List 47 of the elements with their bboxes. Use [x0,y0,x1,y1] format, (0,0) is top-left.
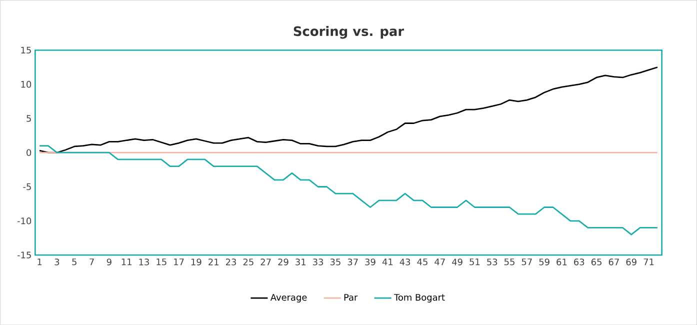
y-tick-label: 5 [26,115,31,122]
x-tick-label: 25 [243,258,254,266]
x-tick-label: 31 [296,258,306,266]
x-tick-label: 29 [278,258,288,266]
x-tick-label: 51 [470,258,480,266]
y-tick-label: -15 [17,252,31,258]
x-tick-label: 13 [139,258,149,266]
x-tick-label: 11 [122,258,132,266]
x-tick-label: 9 [106,258,112,266]
legend-label: Par [344,294,358,301]
x-tick-label: 15 [156,258,166,266]
x-tick-label: 19 [191,258,202,266]
x-tick-label: 61 [556,258,567,266]
x-tick-label: 43 [400,258,410,266]
y-tick-label: 0 [26,149,32,156]
x-tick-label: 23 [226,258,236,266]
x-tick-label: 41 [382,258,393,266]
x-tick-label: 37 [348,258,358,266]
chart-title: Scoring vs. par [294,26,404,39]
x-tick-label: 3 [54,258,60,266]
x-tick-label: 65 [591,258,602,266]
legend-label: Average [270,294,307,302]
y-tick-label: -5 [23,183,31,190]
x-tick-label: 55 [504,258,514,266]
x-tick-label: 17 [174,258,184,266]
x-tick-label: 47 [434,258,445,266]
x-tick-label: 69 [626,258,636,266]
x-tick-label: 21 [208,258,218,266]
legend-label: Tom Bogart [394,294,445,302]
x-tick-label: 49 [452,258,462,266]
x-tick-label: 53 [487,258,498,266]
x-tick-label: 63 [574,258,584,266]
x-tick-label: 45 [417,258,428,266]
y-tick-label: 10 [21,80,32,88]
x-tick-label: 27 [260,258,271,266]
x-tick-label: 57 [522,258,532,266]
y-tick-label: 15 [21,46,31,54]
x-tick-label: 39 [365,258,376,266]
x-tick-label: 1 [38,258,42,266]
x-tick-label: 67 [608,258,619,266]
x-tick-label: 33 [313,258,324,266]
x-tick-label: 71 [644,258,654,266]
x-tick-label: 35 [330,258,340,266]
x-tick-label: 59 [539,258,550,266]
x-tick-label: 5 [72,258,76,266]
y-tick-label: -10 [17,217,32,224]
x-tick-label: 7 [90,258,94,266]
